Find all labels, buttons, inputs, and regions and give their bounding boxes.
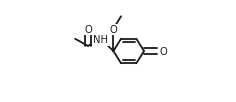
- Text: O: O: [110, 25, 117, 35]
- Text: NH: NH: [93, 35, 108, 45]
- Text: O: O: [159, 47, 167, 57]
- Text: O: O: [84, 25, 92, 35]
